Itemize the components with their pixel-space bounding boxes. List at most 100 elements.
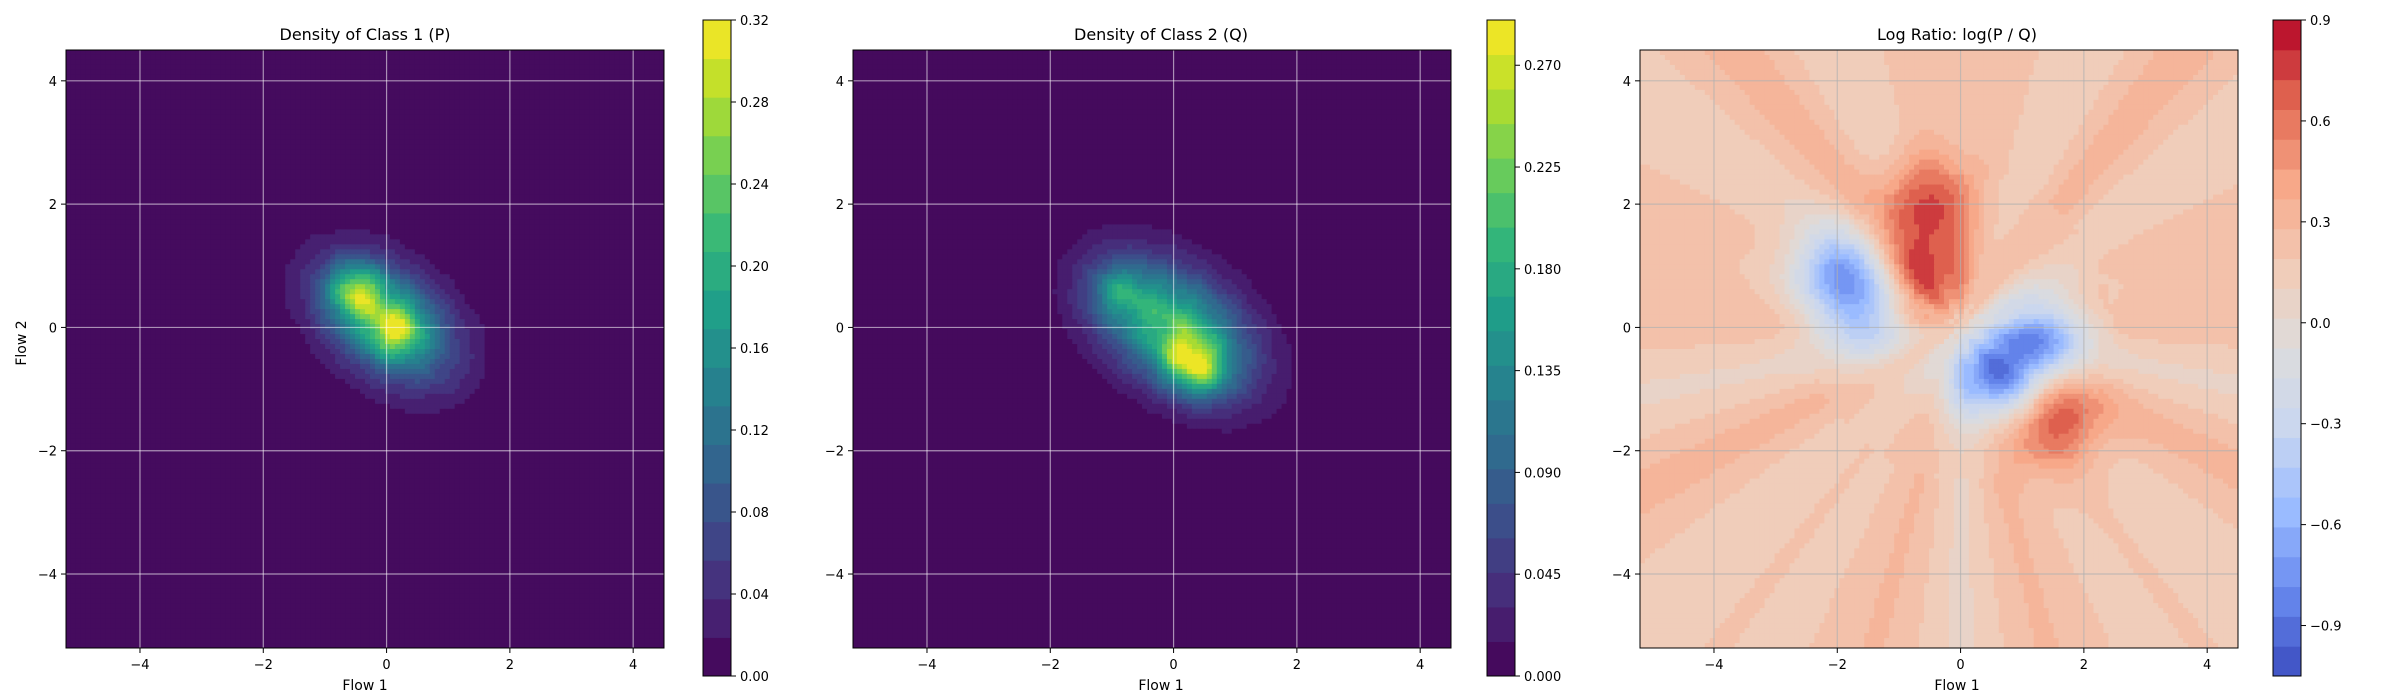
colorbar-band bbox=[703, 135, 731, 175]
colorbar-band bbox=[703, 444, 731, 484]
colorbar-band bbox=[1487, 261, 1515, 297]
y-tick-label: −4 bbox=[825, 568, 844, 583]
colorbar-band bbox=[2273, 20, 2301, 51]
panel-density-q: Density of Class 2 (Q) −4 −2 0 2 4 −4 −2 0 2 4 Fl… bbox=[825, 19, 1561, 694]
colorbar-band bbox=[1487, 434, 1515, 470]
colorbar-tick-label: 0.180 bbox=[1524, 263, 1561, 278]
colorbar-band bbox=[703, 598, 731, 638]
panel-2-plot: −4 −2 0 2 4 −4 −2 0 2 4 bbox=[825, 49, 1452, 673]
colorbar-band bbox=[2273, 258, 2301, 289]
colorbar-band bbox=[1487, 641, 1515, 677]
x-tick-label: −4 bbox=[917, 658, 936, 673]
x-tick-label: 4 bbox=[629, 658, 637, 673]
colorbar-band bbox=[2273, 616, 2301, 647]
colorbar-band bbox=[1487, 572, 1515, 608]
x-tick-label: 2 bbox=[506, 658, 514, 673]
x-tick-label: 4 bbox=[1416, 658, 1424, 673]
panel-2-colorbar: 0.000 0.045 0.090 0.135 0.180 0.225 0.270 bbox=[1486, 19, 1561, 685]
colorbar-band bbox=[703, 58, 731, 98]
colorbar-band bbox=[703, 521, 731, 561]
panel-log-ratio: Log Ratio: log(P / Q) −4 −2 0 2 4 −4 −2 0 2 4 Flo… bbox=[1612, 14, 2342, 694]
colorbar-tick-label: 0.045 bbox=[1524, 568, 1561, 583]
y-tick-label: 4 bbox=[1623, 75, 1631, 90]
colorbar-band bbox=[1487, 537, 1515, 573]
colorbar-tick-label: 0.28 bbox=[740, 96, 769, 111]
x-tick-label: 0 bbox=[382, 658, 390, 673]
y-tick-label: 4 bbox=[49, 75, 57, 90]
colorbar-band bbox=[703, 251, 731, 291]
colorbar-band bbox=[703, 290, 731, 330]
axes-frame bbox=[852, 49, 1452, 649]
colorbar-band bbox=[1487, 468, 1515, 504]
colorbar-tick-label: 0.16 bbox=[740, 342, 769, 357]
colorbar-band bbox=[703, 174, 731, 214]
colorbar-band bbox=[1487, 123, 1515, 159]
y-tick-label: 2 bbox=[1623, 198, 1631, 213]
x-tick-label: 0 bbox=[1169, 658, 1177, 673]
colorbar-band bbox=[1487, 227, 1515, 263]
colorbar-tick-label: 0.08 bbox=[740, 506, 769, 521]
colorbar-tick-label: 0.04 bbox=[740, 588, 769, 603]
colorbar-band bbox=[1487, 20, 1515, 56]
colorbar-band bbox=[2273, 49, 2301, 81]
panel-1-plot: −4 −2 0 2 4 −4 −2 0 2 4 bbox=[38, 49, 665, 673]
colorbar-band bbox=[703, 483, 731, 523]
x-tick-label: 2 bbox=[2080, 658, 2088, 673]
colorbar-band bbox=[2273, 586, 2301, 617]
colorbar-tick-label: 0.32 bbox=[740, 14, 769, 29]
colorbar-band bbox=[703, 97, 731, 137]
panel-3-plot: −4 −2 0 2 4 −4 −2 0 2 4 bbox=[1612, 49, 2239, 673]
x-tick-label: 2 bbox=[1293, 658, 1301, 673]
colorbar-tick-label: 0.090 bbox=[1524, 466, 1561, 481]
panel-3-title: Log Ratio: log(P / Q) bbox=[1877, 25, 2037, 44]
colorbar-band bbox=[703, 328, 731, 368]
y-tick-label: −2 bbox=[38, 445, 57, 460]
colorbar-tick-label: 0.0 bbox=[2310, 317, 2331, 332]
colorbar-tick-label: 0.9 bbox=[2310, 14, 2331, 29]
panel-2-title: Density of Class 2 (Q) bbox=[1074, 25, 1248, 44]
colorbar-band bbox=[2273, 288, 2301, 319]
colorbar-band bbox=[703, 405, 731, 445]
y-tick-label: −4 bbox=[38, 568, 57, 583]
axes-frame bbox=[1639, 49, 2239, 649]
colorbar-band bbox=[2273, 377, 2301, 409]
colorbar-band bbox=[2273, 467, 2301, 498]
colorbar-band bbox=[2273, 79, 2301, 110]
panel-3-xlabel: Flow 1 bbox=[1934, 678, 1979, 694]
colorbar-band bbox=[1487, 503, 1515, 539]
colorbar-tick-label: 0.3 bbox=[2310, 216, 2331, 231]
heatmap-field bbox=[853, 50, 1451, 648]
axes-frame bbox=[65, 49, 665, 649]
colorbar-tick-label: 0.000 bbox=[1524, 670, 1561, 685]
colorbar-band bbox=[2273, 348, 2301, 379]
colorbar-band bbox=[2273, 556, 2301, 588]
colorbar-band bbox=[703, 20, 731, 60]
y-tick-label: 2 bbox=[49, 198, 57, 213]
colorbar-band bbox=[2273, 407, 2301, 438]
colorbar-tick-label: −0.9 bbox=[2310, 620, 2342, 635]
panel-2-xlabel: Flow 1 bbox=[1138, 678, 1183, 694]
colorbar-band bbox=[1487, 365, 1515, 401]
colorbar-band bbox=[2273, 318, 2301, 349]
colorbar-band bbox=[1487, 192, 1515, 228]
colorbar-band bbox=[703, 212, 731, 253]
x-tick-label: 0 bbox=[1956, 658, 1964, 673]
colorbar-tick-label: 0.270 bbox=[1524, 59, 1561, 74]
panel-density-p: Density of Class 1 (P) −4 −2 0 2 4 −4 −2 0 2 4 Fl… bbox=[14, 14, 769, 694]
colorbar-tick-label: 0.20 bbox=[740, 260, 769, 275]
colorbar-band bbox=[703, 367, 731, 407]
colorbar-band bbox=[1487, 399, 1515, 435]
panel-1-colorbar: 0.00 0.04 0.08 0.12 0.16 0.20 0.24 0.28 0.32 bbox=[702, 14, 769, 685]
x-tick-label: −4 bbox=[130, 658, 149, 673]
x-tick-label: −2 bbox=[1041, 658, 1060, 673]
y-tick-label: 2 bbox=[836, 198, 844, 213]
colorbar-band bbox=[703, 560, 731, 600]
panel-1-ylabel: Flow 2 bbox=[14, 320, 30, 365]
colorbar-band bbox=[2273, 497, 2301, 528]
y-tick-label: 0 bbox=[49, 321, 57, 336]
colorbar-band bbox=[1487, 54, 1515, 90]
colorbar-band bbox=[1487, 296, 1515, 332]
colorbar-tick-label: 0.135 bbox=[1524, 365, 1561, 380]
colorbar-band bbox=[2273, 228, 2301, 260]
